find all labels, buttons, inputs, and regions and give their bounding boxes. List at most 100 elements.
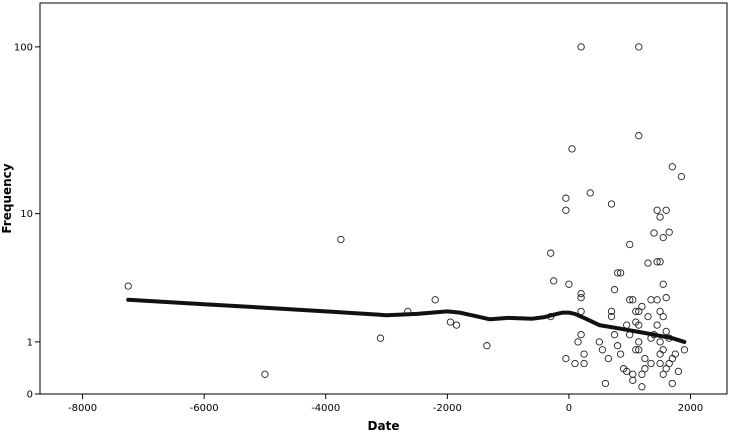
data-point [644,259,652,267]
data-point [659,312,667,321]
data-point [595,338,603,346]
data-point [376,334,385,342]
data-point [662,327,670,336]
data-point [626,240,634,249]
data-point [674,367,683,376]
data-point [616,269,625,277]
x-tick-label: -8000 [68,403,97,414]
data-point [610,331,619,339]
data-point [629,376,637,384]
data-point [562,206,570,214]
data-point [632,346,640,354]
data-point [632,307,640,316]
data-point [638,383,646,391]
data-points [124,43,689,391]
data-point [638,302,646,311]
data-point [604,354,613,363]
data-point [483,342,491,350]
data-point [565,280,573,288]
data-point [653,206,661,214]
data-point [452,321,461,329]
data-point [446,318,455,326]
y-tick-label: 100 [14,42,33,53]
data-point [562,194,570,202]
data-point [586,189,594,197]
data-point [607,307,616,316]
data-point [656,338,664,346]
data-point [577,331,585,339]
y-tick-label: 1 [27,337,33,348]
data-point [671,350,679,358]
data-point [680,346,689,354]
data-point [623,367,631,376]
data-point [647,359,655,368]
data-point [598,346,607,354]
data-point [656,258,664,266]
data-point [577,294,585,302]
data-point [635,321,643,329]
x-axis: -8000 -6000 -4000 -2000 0 2000 [68,394,703,414]
data-point [124,282,132,290]
x-tick-label: 0 [566,403,572,414]
data-point [668,379,676,388]
data-point [662,294,670,302]
data-point [577,289,585,298]
data-point [616,350,625,358]
data-point [647,296,655,304]
data-point [613,342,622,350]
data-point [677,172,686,181]
data-point [431,296,439,304]
data-point [607,200,616,208]
data-point [261,370,269,378]
data-point [562,354,570,363]
data-point [653,258,661,266]
data-point [610,286,619,294]
data-point [659,280,667,288]
data-point [644,312,652,321]
trend-line [126,297,687,344]
x-tick-label: -4000 [311,403,340,414]
y-axis: 0 1 10 100 [14,42,40,401]
data-point [629,370,637,378]
data-point [626,296,634,304]
data-point [568,145,576,153]
data-point [665,228,673,236]
data-point [577,43,585,51]
data-point [659,346,667,354]
data-point [574,338,582,346]
data-point [641,365,649,373]
data-point [656,307,664,316]
data-point [650,229,658,237]
y-axis-title: Frequency [0,163,14,233]
data-point [580,359,588,368]
data-point [653,296,661,304]
data-point [337,235,345,244]
data-point [641,354,649,363]
x-axis-title: Date [368,419,400,433]
x-tick-label: -2000 [433,403,462,414]
data-point [580,350,588,358]
data-point [635,338,643,346]
data-point [638,370,646,378]
data-point [656,359,664,368]
data-point [571,359,579,368]
x-tick-label: 2000 [678,403,703,414]
data-point [629,296,637,304]
data-point [547,249,555,257]
plot-area-frame [39,2,728,395]
data-point [613,269,622,277]
data-point [550,277,558,285]
x-tick-label: -6000 [190,403,219,414]
data-point [601,379,610,388]
data-point [656,213,664,221]
data-point [635,43,643,51]
data-point [659,370,667,378]
data-point [668,163,676,171]
data-point [662,206,670,214]
data-point [623,321,631,329]
data-point [659,233,667,242]
data-point [668,354,676,363]
y-tick-label: 0 [27,390,33,401]
